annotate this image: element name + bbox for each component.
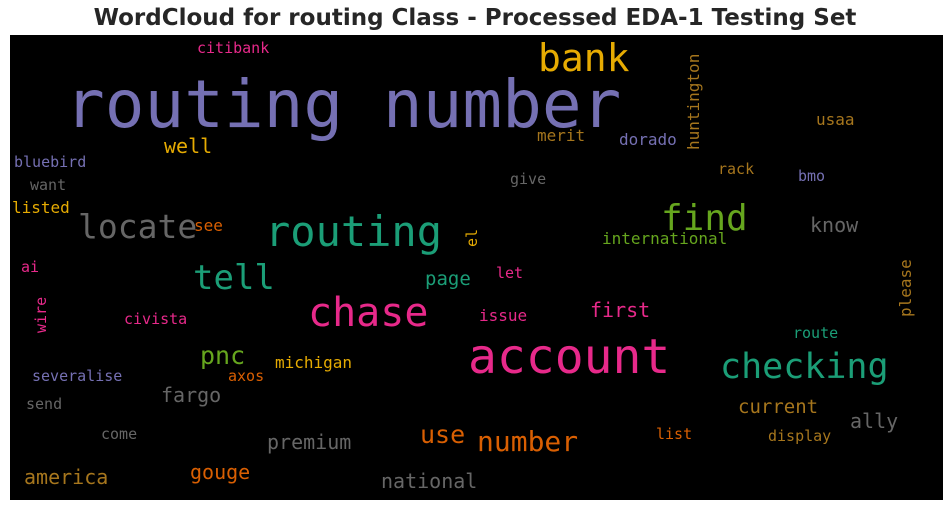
word-wire: wire [32, 297, 50, 333]
word-chase: chase [308, 290, 428, 336]
word-find: find [661, 198, 748, 239]
wordcloud-svg: routing number account routing chase bank fin… [12, 36, 915, 493]
word-bmo: bmo [798, 167, 825, 185]
word-tell: tell [193, 258, 275, 298]
word-page: page [425, 268, 471, 290]
word-know: know [810, 213, 859, 237]
word-el: el [463, 229, 481, 247]
word-issue: issue [479, 306, 527, 325]
word-please: please [896, 259, 915, 317]
word-see: see [194, 216, 223, 235]
chart-title: WordCloud for routing Class - Processed … [93, 5, 857, 31]
word-routing: routing [265, 207, 442, 256]
wordcloud-canvas: routing number account routing chase bank fin… [10, 35, 943, 500]
word-want: want [30, 176, 66, 194]
word-send: send [26, 395, 62, 413]
word-let: let [496, 264, 523, 282]
word-well: well [164, 134, 212, 158]
word-list: list [656, 425, 692, 443]
word-pnc: pnc [200, 341, 245, 370]
word-come: come [101, 425, 137, 443]
word-dorado: dorado [619, 130, 677, 149]
word-merit: merit [537, 126, 585, 145]
word-current: current [738, 396, 818, 418]
word-listed: listed [12, 198, 70, 217]
word-fargo: fargo [161, 383, 221, 407]
word-checking: checking [720, 347, 889, 387]
word-first: first [590, 298, 650, 322]
word-severalise: severalise [32, 367, 122, 385]
word-display: display [768, 427, 831, 445]
word-axos: axos [228, 367, 264, 385]
word-international: international [602, 229, 727, 248]
word-account: account [468, 329, 670, 385]
word-huntington: huntington [684, 54, 703, 150]
word-routing-number: routing number [65, 66, 621, 143]
word-bank: bank [538, 36, 630, 80]
word-ally: ally [850, 409, 898, 433]
word-premium: premium [267, 430, 351, 454]
word-civista: civista [124, 310, 187, 328]
word-locate: locate [78, 207, 197, 246]
word-michigan: michigan [275, 353, 352, 372]
word-national: national [381, 469, 477, 493]
word-rack: rack [718, 160, 754, 178]
word-bluebird: bluebird [14, 153, 86, 171]
word-route: route [793, 324, 838, 342]
word-gouge: gouge [190, 460, 250, 484]
word-ai: ai [21, 258, 39, 276]
word-number: number [477, 425, 578, 458]
word-america: america [24, 465, 108, 489]
word-use: use [420, 420, 465, 449]
word-usaa: usaa [816, 110, 855, 129]
word-citibank: citibank [197, 39, 269, 57]
word-give: give [510, 170, 546, 188]
